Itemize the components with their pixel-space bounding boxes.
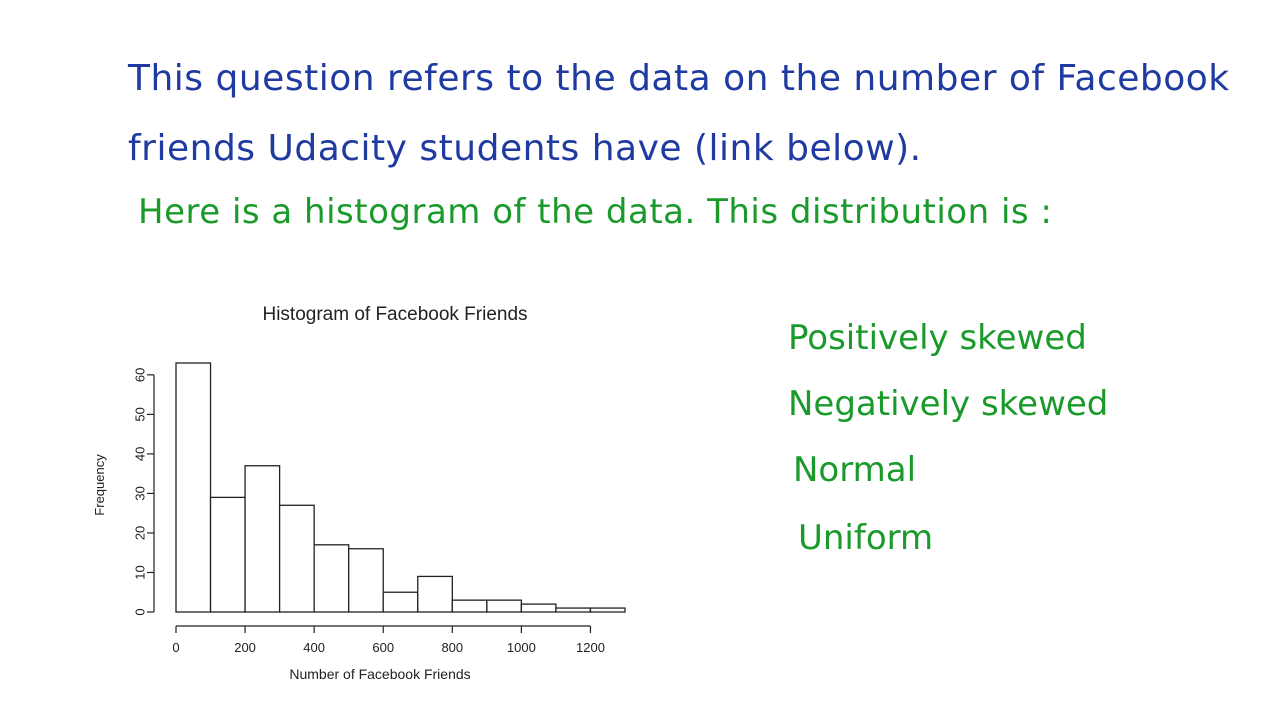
histogram-bar-11	[555, 607, 592, 613]
question-line-2: friends Udacity students have (link belo…	[128, 128, 922, 169]
choice-normal[interactable]: Normal	[793, 450, 917, 490]
y-axis-label: Frequency	[92, 454, 107, 516]
choice-positively-skewed[interactable]: Positively skewed	[788, 318, 1087, 358]
histogram-bar-5	[348, 548, 384, 613]
histogram-bar-7	[417, 575, 453, 613]
histogram-bar-6	[382, 591, 419, 613]
histogram-bar-8	[451, 599, 488, 613]
histogram-bar-12	[589, 607, 626, 613]
x-tick-label: 800	[441, 640, 463, 655]
x-tick-label: 400	[303, 640, 325, 655]
x-axis-label: Number of Facebook Friends	[289, 666, 470, 682]
x-tick-label: 1000	[507, 640, 536, 655]
x-tick-label: 200	[234, 640, 256, 655]
chart-title: Histogram of Facebook Friends	[262, 304, 527, 325]
y-tick-label: 10	[133, 565, 148, 579]
histogram-bar-0	[175, 362, 212, 613]
question-line-3: Here is a histogram of the data. This di…	[138, 192, 1053, 232]
x-tick-label: 1200	[576, 640, 605, 655]
y-tick-label: 30	[133, 486, 148, 500]
histogram-bar-2	[244, 465, 281, 613]
histogram-bar-10	[520, 603, 557, 613]
question-line-1: This question refers to the data on the …	[128, 58, 1230, 99]
x-tick-label: 0	[172, 640, 179, 655]
x-tick-label: 600	[372, 640, 394, 655]
y-tick-label: 40	[133, 447, 148, 461]
y-tick-label: 50	[133, 407, 148, 421]
y-tick-label: 60	[133, 368, 148, 382]
histogram-bar-3	[278, 504, 315, 613]
choice-negatively-skewed[interactable]: Negatively skewed	[788, 384, 1109, 424]
y-tick-label: 0	[133, 608, 148, 615]
histogram-bar-4	[313, 544, 350, 613]
histogram-chart: Histogram of Facebook Friends Frequency …	[92, 304, 626, 682]
y-tick-label: 20	[133, 526, 148, 540]
histogram-bar-1	[209, 496, 246, 613]
histogram-bar-9	[486, 599, 523, 613]
choice-uniform[interactable]: Uniform	[798, 518, 934, 558]
